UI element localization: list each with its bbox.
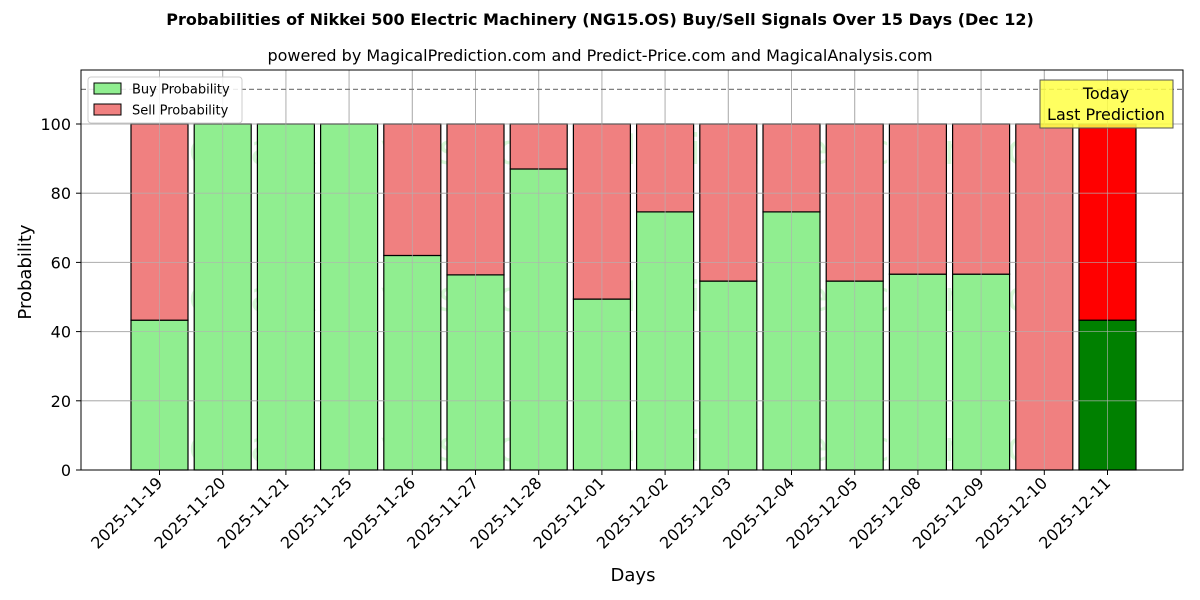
today-annotation: Today Last Prediction [1039,79,1174,129]
plot-frame [80,69,1184,471]
x-axis-ticks: 2025-11-192025-11-202025-11-212025-11-25… [87,470,1114,553]
y-tick-label: 100 [40,115,71,134]
legend-label-sell: Sell Probability [132,104,229,119]
y-axis-ticks: 0 20 40 60 80 100 [40,115,81,480]
y-tick-label: 40 [51,323,71,342]
legend-swatch-sell [93,103,122,116]
annotation-line-2: Last Prediction [1047,105,1165,124]
chart-subtitle: powered by MagicalPrediction.com and Pre… [267,46,933,65]
x-axis-label: Days [611,565,656,586]
y-tick-label: 60 [51,253,71,272]
y-tick-label: 0 [61,461,71,480]
annotation-line-1: Today [1082,84,1129,103]
y-tick-label: 80 [51,184,71,203]
legend-swatch-buy [93,82,122,95]
bars [81,70,1183,471]
y-axis-label: Probability [15,224,36,319]
y-tick-label: 20 [51,392,71,411]
chart-title: Probabilities of Nikkei 500 Electric Mac… [166,10,1034,29]
legend-label-buy: Buy Probability [132,83,230,98]
legend: Buy Probability Sell Probability [87,76,243,124]
